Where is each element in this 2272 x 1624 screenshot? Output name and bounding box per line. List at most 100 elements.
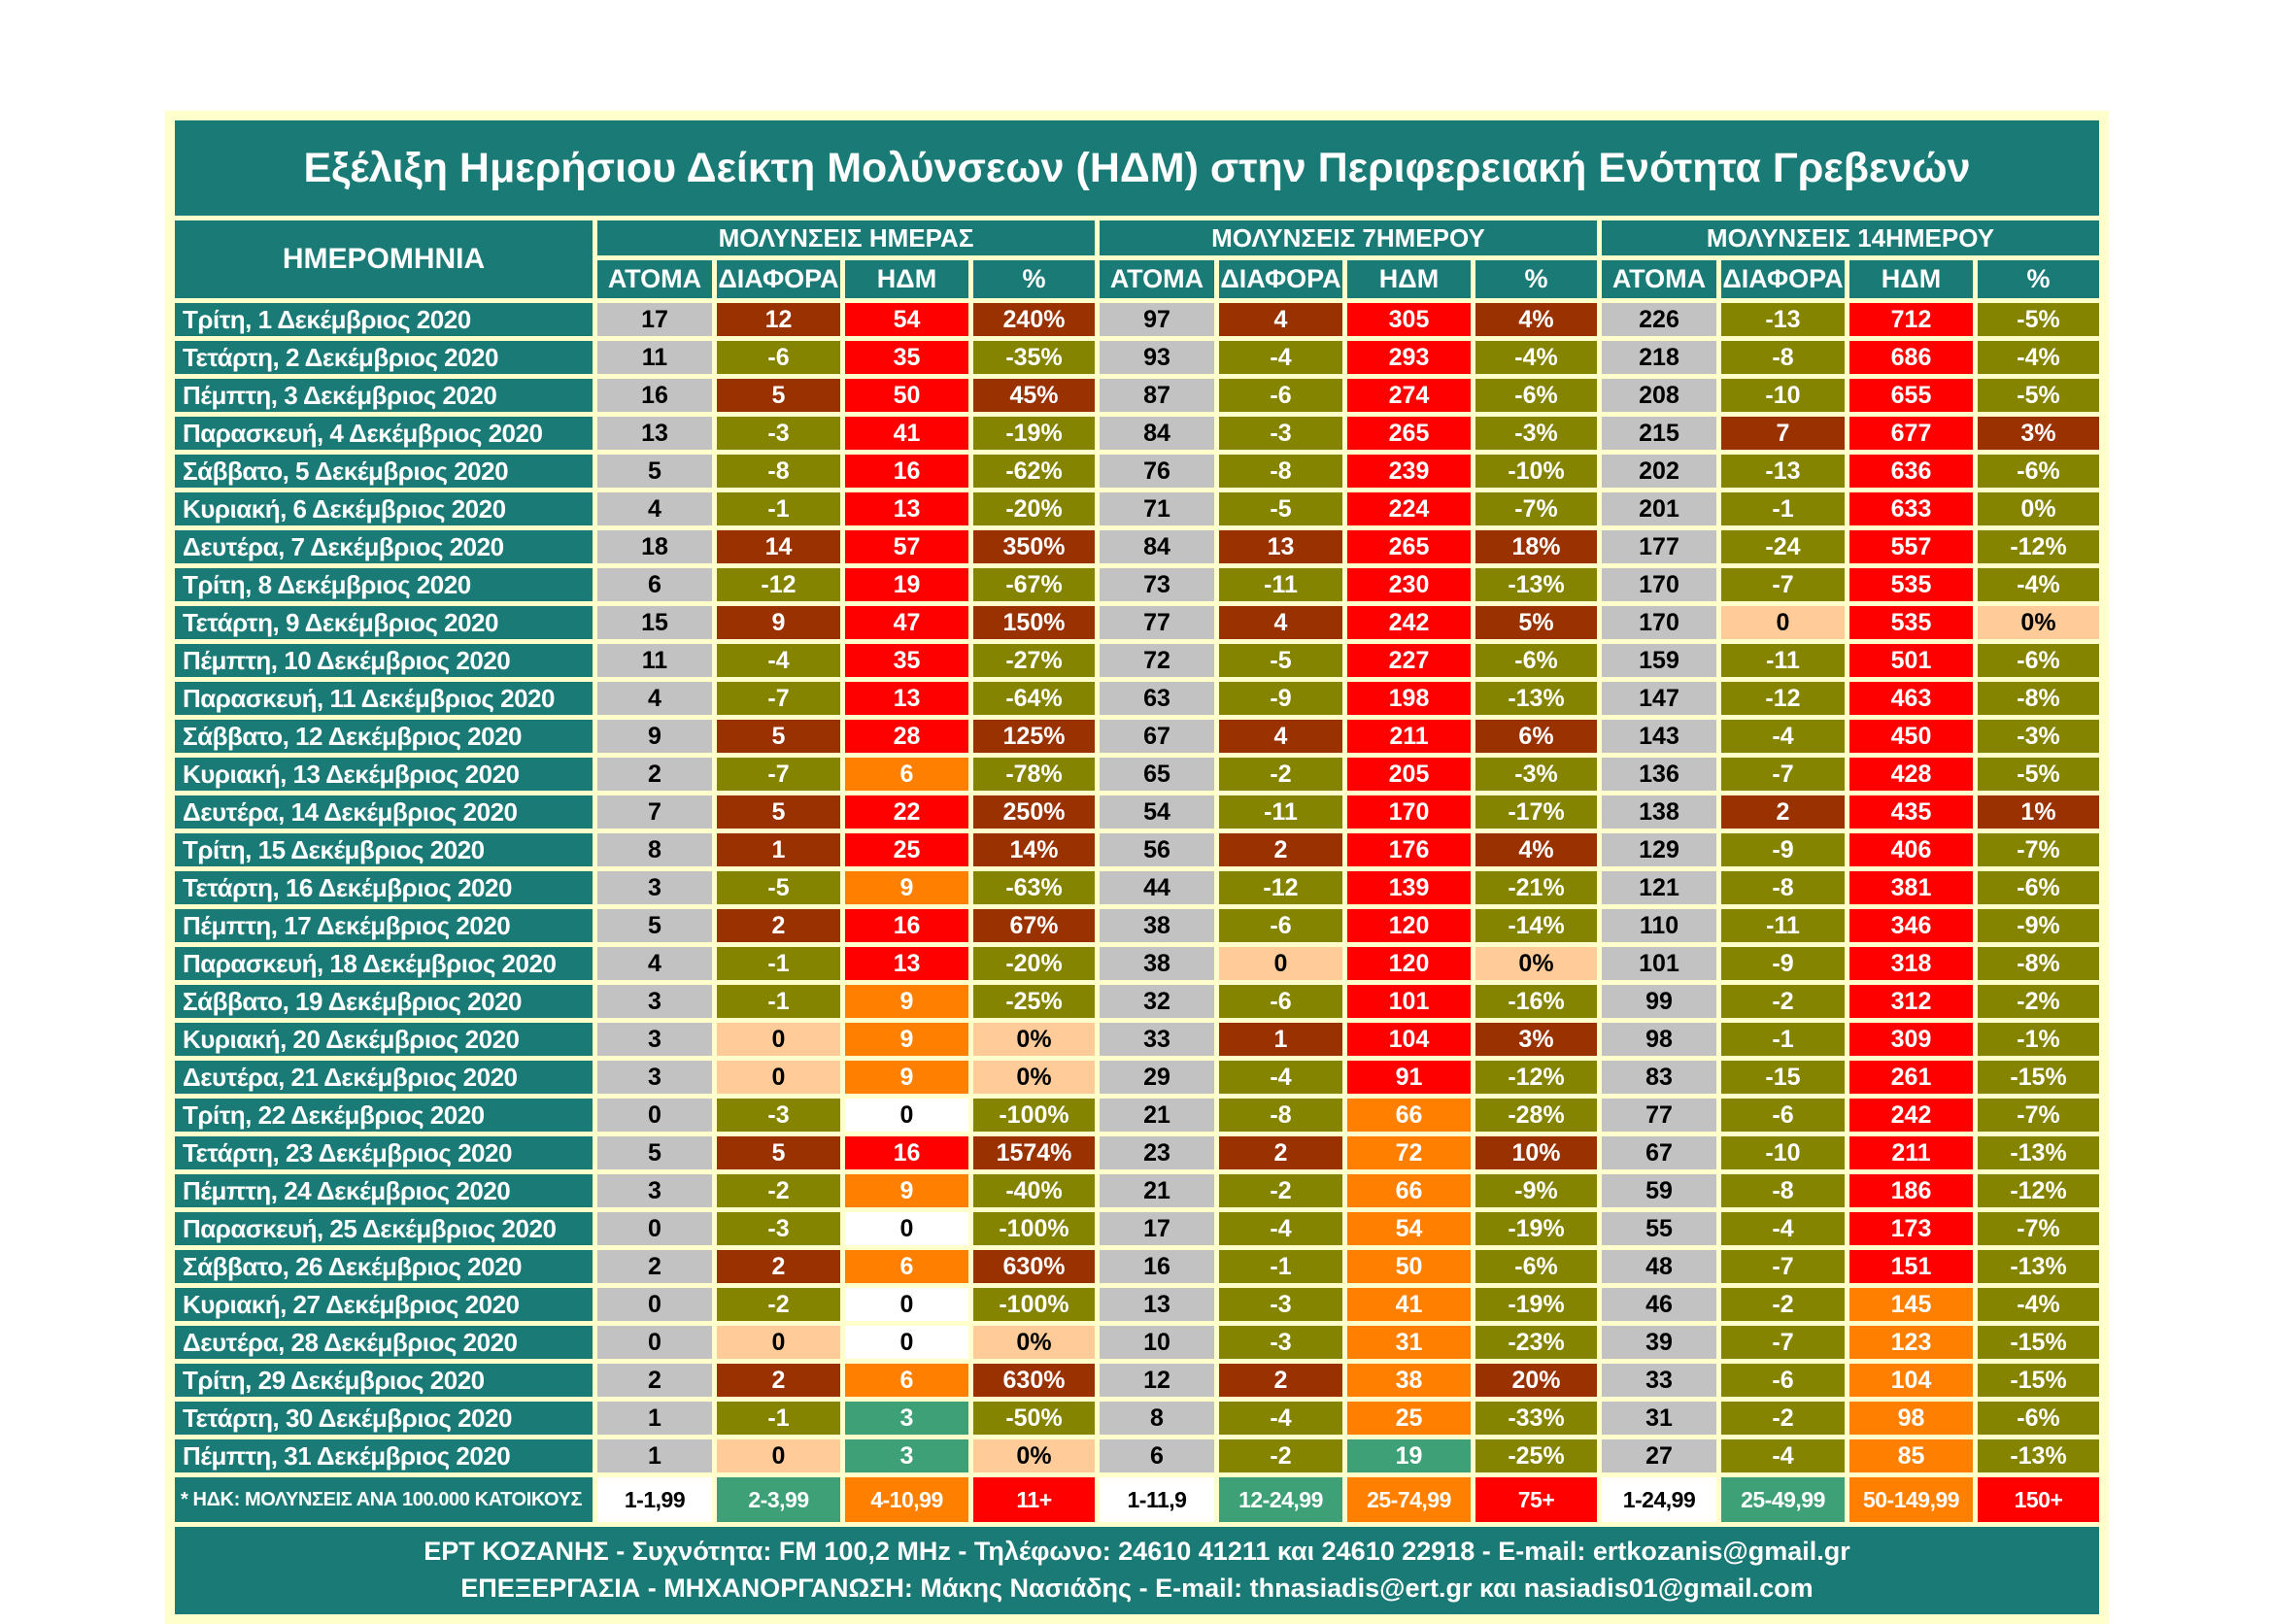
table-row: Πέμπτη, 3 Δεκέμβριος 2020 16 5 50 45% 87 -6 274…: [175, 379, 2099, 412]
value-cell-diafora: -2: [1721, 1288, 1845, 1321]
value-cell-diafora: 5: [717, 795, 840, 829]
value-cell-pct: -13%: [1475, 568, 1597, 601]
value-cell-pct: -100%: [973, 1288, 1095, 1321]
date-cell: Πέμπτη, 17 Δεκέμβριος 2020: [175, 909, 593, 942]
page-title: Εξέλιξη Ημερήσιου Δείκτη Μολύνσεων (ΗΔΜ)…: [175, 120, 2099, 216]
value-cell-hdm: 428: [1849, 758, 1973, 791]
value-cell-diafora: -6: [1721, 1099, 1845, 1132]
date-cell: Σάββατο, 5 Δεκέμβριος 2020: [175, 455, 593, 488]
value-cell-diafora: -8: [1219, 455, 1342, 488]
value-cell-atoma: 215: [1602, 417, 1716, 450]
value-cell-pct: -16%: [1475, 985, 1597, 1018]
value-cell-atoma: 138: [1602, 795, 1716, 829]
value-cell-diafora: -2: [1721, 1402, 1845, 1435]
value-cell-pct: -13%: [1978, 1439, 2099, 1472]
table-row: Πέμπτη, 24 Δεκέμβριος 2020 3 -2 9 -40% 21 -2 66…: [175, 1174, 2099, 1207]
value-cell-diafora: -6: [1721, 1364, 1845, 1397]
value-cell-hdm: 677: [1849, 417, 1973, 450]
value-cell-pct: -62%: [973, 455, 1095, 488]
value-cell-pct: -7%: [1978, 1099, 2099, 1132]
value-cell-diafora: 4: [1219, 720, 1342, 753]
value-cell-diafora: -9: [1721, 833, 1845, 866]
table-row: Πέμπτη, 17 Δεκέμβριος 2020 5 2 16 67% 38 -6 120…: [175, 909, 2099, 942]
value-cell-hdm: 25: [1347, 1402, 1471, 1435]
value-cell-pct: -23%: [1475, 1326, 1597, 1359]
value-cell-atoma: 7: [597, 795, 712, 829]
value-cell-hdm: 170: [1347, 795, 1471, 829]
value-cell-pct: 18%: [1475, 530, 1597, 563]
value-cell-atoma: 9: [597, 720, 712, 753]
table-row: Κυριακή, 27 Δεκέμβριος 2020 0 -2 0 -100% 13 -3…: [175, 1288, 2099, 1321]
value-cell-hdm: 501: [1849, 644, 1973, 677]
subheader-day-atoma: ΑΤΟΜΑ: [597, 260, 712, 298]
value-cell-diafora: 13: [1219, 530, 1342, 563]
value-cell-atoma: 1: [597, 1402, 712, 1435]
date-cell: Παρασκευή, 18 Δεκέμβριος 2020: [175, 947, 593, 980]
subheader-day-diafora: ΔΙΑΦΟΡΑ: [717, 260, 840, 298]
value-cell-atoma: 44: [1100, 871, 1214, 904]
value-cell-pct: -13%: [1978, 1136, 2099, 1169]
value-cell-atoma: 55: [1602, 1212, 1716, 1245]
value-cell-diafora: -13: [1721, 303, 1845, 336]
value-cell-pct: 0%: [973, 1326, 1095, 1359]
value-cell-diafora: -1: [1721, 1023, 1845, 1056]
table-row: Τρίτη, 29 Δεκέμβριος 2020 2 2 6 630% 12 2 38 20%…: [175, 1364, 2099, 1397]
value-cell-diafora: -1: [717, 1402, 840, 1435]
value-cell-hdm: 293: [1347, 341, 1471, 374]
legend-range-cell: 25-49,99: [1721, 1477, 1845, 1522]
table-row: Σάββατο, 19 Δεκέμβριος 2020 3 -1 9 -25% 32 -6 1…: [175, 985, 2099, 1018]
value-cell-hdm: 13: [845, 947, 968, 980]
value-cell-hdm: 381: [1849, 871, 1973, 904]
value-cell-pct: 0%: [1978, 606, 2099, 639]
value-cell-pct: -6%: [1978, 455, 2099, 488]
value-cell-atoma: 32: [1100, 985, 1214, 1018]
date-cell: Τρίτη, 15 Δεκέμβριος 2020: [175, 833, 593, 866]
value-cell-hdm: 176: [1347, 833, 1471, 866]
value-cell-pct: -3%: [1475, 758, 1597, 791]
value-cell-pct: -27%: [973, 644, 1095, 677]
date-cell: Πέμπτη, 24 Δεκέμβριος 2020: [175, 1174, 593, 1207]
value-cell-diafora: -7: [1721, 1250, 1845, 1283]
value-cell-atoma: 1: [597, 1439, 712, 1472]
value-cell-diafora: 0: [717, 1061, 840, 1094]
value-cell-diafora: -3: [717, 1099, 840, 1132]
value-cell-hdm: 312: [1849, 985, 1973, 1018]
table-row: Σάββατο, 5 Δεκέμβριος 2020 5 -8 16 -62% 76 -8 2…: [175, 455, 2099, 488]
value-cell-diafora: -1: [1219, 1250, 1342, 1283]
subheader-14day-hdm: ΗΔΜ: [1849, 260, 1973, 298]
value-cell-hdm: 305: [1347, 303, 1471, 336]
date-cell: Τετάρτη, 2 Δεκέμβριος 2020: [175, 341, 593, 374]
value-cell-diafora: -8: [1721, 871, 1845, 904]
value-cell-diafora: 2: [1219, 1364, 1342, 1397]
value-cell-hdm: 139: [1347, 871, 1471, 904]
date-cell: Πέμπτη, 31 Δεκέμβριος 2020: [175, 1439, 593, 1472]
value-cell-pct: -25%: [1475, 1439, 1597, 1472]
value-cell-pct: -9%: [1475, 1174, 1597, 1207]
value-cell-atoma: 15: [597, 606, 712, 639]
value-cell-atoma: 6: [1100, 1439, 1214, 1472]
value-cell-hdm: 145: [1849, 1288, 1973, 1321]
value-cell-hdm: 25: [845, 833, 968, 866]
value-cell-pct: -100%: [973, 1212, 1095, 1245]
value-cell-diafora: -3: [1219, 1326, 1342, 1359]
date-cell: Δευτέρα, 28 Δεκέμβριος 2020: [175, 1326, 593, 1359]
subheader-day-hdm: ΗΔΜ: [845, 260, 968, 298]
value-cell-hdm: 19: [1347, 1439, 1471, 1472]
value-cell-hdm: 535: [1849, 606, 1973, 639]
value-cell-hdm: 9: [845, 1174, 968, 1207]
value-cell-diafora: -5: [1219, 644, 1342, 677]
date-cell: Κυριακή, 27 Δεκέμβριος 2020: [175, 1288, 593, 1321]
value-cell-pct: 0%: [1978, 492, 2099, 525]
value-cell-diafora: 7: [1721, 417, 1845, 450]
value-cell-atoma: 56: [1100, 833, 1214, 866]
value-cell-atoma: 226: [1602, 303, 1716, 336]
value-cell-diafora: -5: [717, 871, 840, 904]
value-cell-hdm: 346: [1849, 909, 1973, 942]
value-cell-pct: -12%: [1475, 1061, 1597, 1094]
value-cell-pct: -8%: [1978, 682, 2099, 715]
value-cell-pct: -4%: [1978, 568, 2099, 601]
value-cell-atoma: 8: [1100, 1402, 1214, 1435]
value-cell-hdm: 3: [845, 1439, 968, 1472]
value-cell-atoma: 13: [1100, 1288, 1214, 1321]
value-cell-atoma: 33: [1602, 1364, 1716, 1397]
